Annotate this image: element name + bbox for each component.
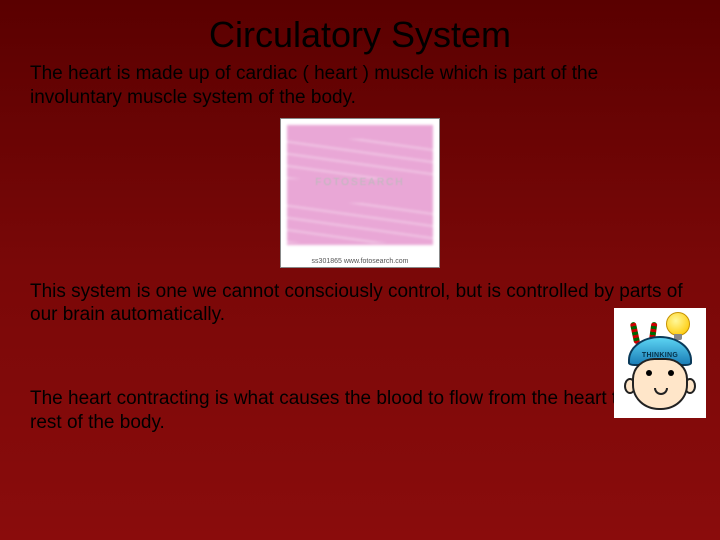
cardiac-muscle-image: FOTOSEARCH ss301865 www.fotosearch.com — [280, 118, 440, 268]
muscle-image-wrap: FOTOSEARCH ss301865 www.fotosearch.com — [0, 118, 720, 268]
muscle-watermark: FOTOSEARCH — [281, 177, 439, 188]
paragraph-1: The heart is made up of cardiac ( heart … — [0, 62, 720, 110]
eye-icon — [646, 370, 652, 376]
paragraph-2: This system is one we cannot consciously… — [0, 280, 720, 328]
lightbulb-icon — [666, 312, 690, 336]
slide-title: Circulatory System — [0, 0, 720, 62]
paragraph-3: The heart contracting is what causes the… — [0, 387, 720, 435]
thinking-cap-image: THINKING CAP — [614, 308, 706, 418]
muscle-caption: ss301865 www.fotosearch.com — [281, 258, 439, 265]
eye-icon — [668, 370, 674, 376]
face-icon — [632, 358, 688, 410]
